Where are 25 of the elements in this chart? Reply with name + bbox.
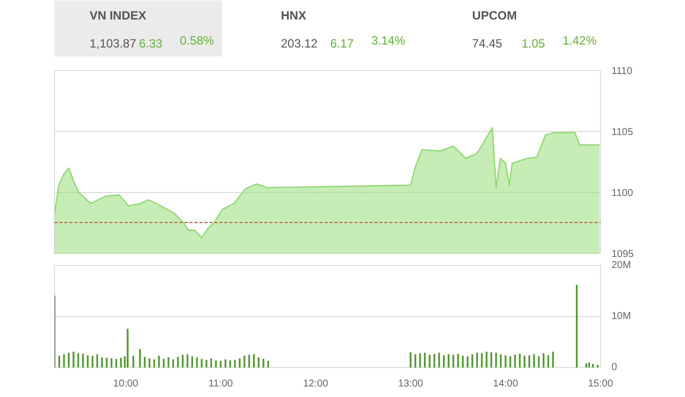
y-tick-label: 0 <box>612 362 618 373</box>
y-tick-label: 1095 <box>612 249 634 260</box>
text: 6.33 <box>138 36 163 50</box>
text: 0.58% <box>180 34 214 48</box>
category-label: VN INDEX <box>90 8 146 22</box>
y-tick-label: 20M <box>612 260 631 271</box>
x-tick-label: 14:00 <box>493 378 518 390</box>
text: 74.45 <box>472 36 503 50</box>
text: 1.05 <box>522 36 546 50</box>
text: 1,103.87 <box>90 36 137 50</box>
x-tick-label: 13:00 <box>398 378 424 390</box>
y-tick-label: 1105 <box>612 127 634 138</box>
y-tick-label: 1100 <box>612 188 634 199</box>
text: 1.42% <box>562 34 597 48</box>
y-tick-label: 1110 <box>612 66 633 77</box>
text: 3.14% <box>371 34 406 48</box>
x-tick-label: 10:00 <box>113 378 139 390</box>
category-label: HNX <box>280 8 306 22</box>
x-tick-label: 12:00 <box>303 378 329 390</box>
x-tick-label: 15:00 <box>588 378 614 390</box>
x-tick-label: 11:00 <box>208 378 234 390</box>
category-label: UPCOM <box>472 8 517 22</box>
y-tick-label: 10M <box>612 311 631 322</box>
text: 203.12 <box>280 36 318 50</box>
text: 6.17 <box>330 36 354 50</box>
